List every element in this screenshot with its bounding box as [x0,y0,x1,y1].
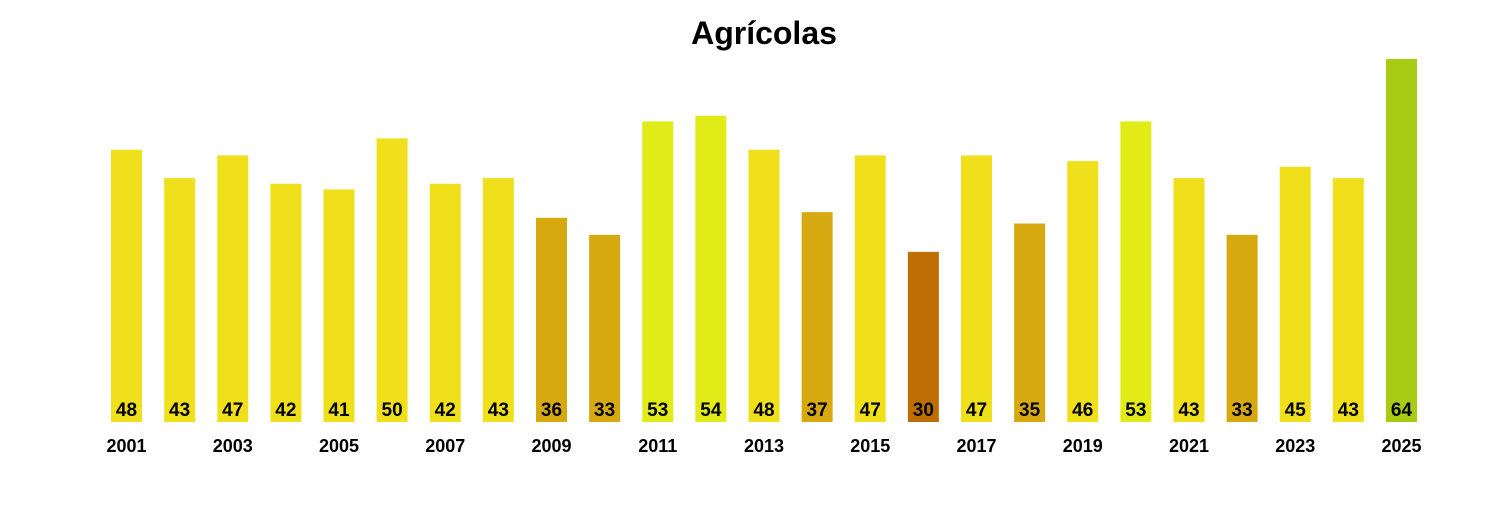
data-label-2022: 33 [1232,400,1253,421]
data-label-2024: 43 [1338,400,1359,421]
data-label-2018: 35 [1019,400,1041,421]
data-label-2007: 42 [435,400,456,421]
x-tick-label-2025: 2025 [1381,436,1421,456]
data-label-2021: 43 [1178,400,1199,421]
bar-2024 [1332,178,1364,422]
data-label-2012: 54 [700,400,722,421]
data-label-2002: 43 [169,400,190,421]
x-tick-label-2003: 2003 [213,436,253,456]
data-label-2019: 46 [1072,400,1093,421]
x-tick-label-2015: 2015 [850,436,890,456]
data-label-2008: 43 [488,400,509,421]
x-tick-label-2007: 2007 [425,436,465,456]
data-label-2009: 36 [541,400,562,421]
data-label-2013: 48 [753,400,774,421]
bar-2012 [695,115,727,422]
data-label-2020: 53 [1125,400,1146,421]
bar-2021 [1173,178,1205,422]
bar-2023 [1279,166,1311,422]
bar-2025 [1386,59,1417,422]
bar-2018 [1014,223,1046,422]
bar-2015 [854,155,886,422]
bar-2008 [482,178,514,422]
bar-2007 [429,183,461,422]
bar-2013 [748,149,780,422]
data-label-2010: 33 [594,400,615,421]
data-label-2017: 47 [966,400,987,421]
bar-2003 [217,155,249,422]
x-tick-label-2001: 2001 [106,436,146,456]
data-label-2016: 30 [913,400,934,421]
data-label-2014: 37 [807,400,828,421]
x-tick-label-2019: 2019 [1063,436,1103,456]
bar-2010 [589,234,621,422]
bar-2011 [642,121,674,422]
x-tick-label-2005: 2005 [319,436,359,456]
bar-2016 [907,251,939,422]
bar-2002 [164,178,196,422]
x-tick-label-2011: 2011 [638,436,677,456]
bar-2017 [961,155,992,422]
bar-2009 [536,217,567,422]
x-tick-label-2013: 2013 [744,436,784,456]
data-label-2025: 64 [1391,400,1413,421]
data-label-2006: 50 [382,400,403,421]
data-label-2001: 48 [116,400,137,421]
data-label-2023: 45 [1285,400,1307,421]
bar-2014 [801,212,833,422]
x-tick-label-2021: 2021 [1169,436,1209,456]
bar-2022 [1226,234,1258,422]
bar-2005 [323,189,355,422]
bar-2006 [376,138,408,422]
data-label-2004: 42 [275,400,296,421]
chart-title: Agrícolas [691,15,837,51]
data-label-2015: 47 [860,400,881,421]
data-label-2011: 53 [647,400,668,421]
data-label-2003: 47 [222,400,243,421]
bar-2020 [1120,121,1152,422]
data-label-2005: 41 [328,400,350,421]
bar-2001 [111,149,142,422]
x-tick-label-2009: 2009 [531,436,571,456]
x-tick-label-2017: 2017 [956,436,996,456]
x-tick-label-2023: 2023 [1275,436,1315,456]
bar-2019 [1067,161,1099,422]
bar-2004 [270,183,302,422]
